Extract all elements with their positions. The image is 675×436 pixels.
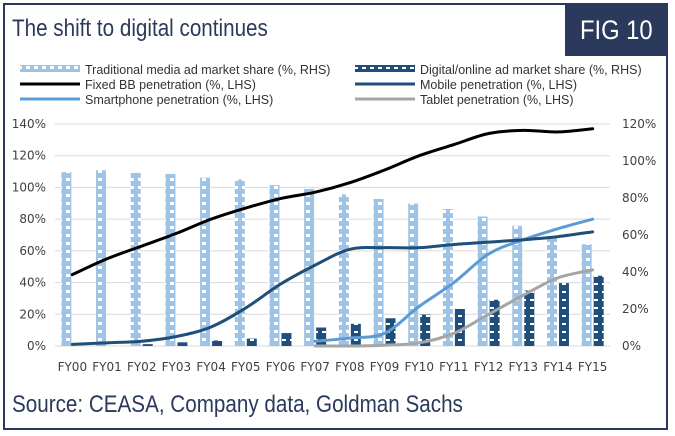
bar-digital <box>212 340 223 346</box>
bar-digital <box>385 318 396 346</box>
right-tick-label: 120% <box>622 117 656 131</box>
lines <box>70 127 595 348</box>
x-tick-label: FY10 <box>404 360 434 374</box>
x-tick-label: FY12 <box>474 360 504 374</box>
figure-label-text: FIG 10 <box>580 14 653 45</box>
right-tick-label: 0% <box>622 339 641 353</box>
x-tick-label: FY14 <box>543 360 573 374</box>
right-tick-label: 100% <box>622 154 656 168</box>
bar-digital <box>454 309 465 346</box>
legend-label: Tablet penetration (%, LHS) <box>420 93 574 107</box>
legend-label: Fixed BB penetration (%, LHS) <box>85 78 256 92</box>
x-tick-label: FY05 <box>231 360 261 374</box>
x-tick-label: FY03 <box>162 360 192 374</box>
x-tick-label: FY08 <box>335 360 365 374</box>
left-tick-label: 20% <box>19 307 46 321</box>
left-tick-label: 100% <box>12 180 46 194</box>
bar-traditional <box>269 185 280 346</box>
x-tick-label: FY15 <box>578 360 608 374</box>
bar-digital <box>316 327 327 346</box>
left-tick-label: 140% <box>12 117 46 131</box>
x-tick-label: FY11 <box>439 360 469 374</box>
bar-traditional <box>234 179 245 346</box>
x-tick-label: FY04 <box>196 360 226 374</box>
bar-traditional <box>165 173 176 346</box>
left-tick-label: 40% <box>19 276 46 290</box>
x-tick-label: FY00 <box>58 360 88 374</box>
legend-label: Smartphone penetration (%, LHS) <box>85 93 273 107</box>
bar-traditional <box>477 216 488 346</box>
source-note: Source: CEASA, Company data, Goldman Sac… <box>12 391 463 418</box>
bar-digital <box>177 342 188 346</box>
bar-digital <box>246 338 257 346</box>
bar-digital <box>524 290 535 346</box>
bar-traditional <box>96 170 107 346</box>
legend-label: Traditional media ad market share (%, RH… <box>85 63 330 77</box>
chart-title: The shift to digital continues <box>12 15 268 42</box>
legend-swatch-bar <box>355 65 415 72</box>
left-tick-label: 80% <box>19 212 46 226</box>
line-mobile <box>70 230 595 346</box>
bar-digital <box>558 283 569 346</box>
bar-traditional <box>442 209 453 346</box>
legend-label: Mobile penetration (%, LHS) <box>420 78 577 92</box>
right-tick-label: 40% <box>622 265 649 279</box>
line-tablet <box>313 268 595 348</box>
bar-traditional <box>512 225 523 346</box>
bar-traditional <box>546 236 557 346</box>
bar-digital <box>489 299 500 346</box>
bar-traditional <box>581 244 592 346</box>
left-tick-label: 0% <box>27 339 46 353</box>
legend: Traditional media ad market share (%, RH… <box>20 63 642 107</box>
legend-label: Digital/online ad market share (%, RHS) <box>420 63 642 77</box>
x-tick-label: FY02 <box>127 360 157 374</box>
right-axis: 0% 20% 40% 60% 80% 100% 120% <box>622 117 656 353</box>
left-axis: 0% 20% 40% 60% 80% 100% 120% 140% <box>12 117 46 353</box>
legend-swatch-bar <box>20 65 80 72</box>
bar-digital <box>420 314 431 346</box>
bar-traditional <box>130 173 141 346</box>
line-smartphone <box>313 217 595 343</box>
right-tick-label: 80% <box>622 191 649 205</box>
bar-traditional <box>373 198 384 346</box>
left-tick-label: 60% <box>19 244 46 258</box>
bar-digital <box>281 333 292 346</box>
bars <box>61 170 604 346</box>
bar-digital <box>142 344 153 346</box>
bar-traditional <box>338 194 349 346</box>
figure-frame <box>3 3 668 430</box>
bar-traditional <box>408 203 419 346</box>
x-tick-label: FY13 <box>509 360 539 374</box>
figure-label: FIG 10 <box>565 4 668 56</box>
bar-traditional <box>200 177 211 346</box>
bar-digital <box>350 323 361 346</box>
x-axis: FY00 FY01 FY02 FY03 FY04 FY05 FY06 FY07 FY08 FY09… <box>58 360 608 374</box>
bar-traditional <box>61 172 72 346</box>
right-tick-label: 20% <box>622 302 649 316</box>
x-tick-label: FY09 <box>370 360 400 374</box>
right-tick-label: 60% <box>622 228 649 242</box>
bar-digital <box>593 275 604 346</box>
left-tick-label: 120% <box>12 149 46 163</box>
line-fixed-bb <box>70 127 595 277</box>
x-tick-label: FY06 <box>266 360 296 374</box>
x-tick-label: FY01 <box>92 360 122 374</box>
x-tick-label: FY07 <box>300 360 330 374</box>
